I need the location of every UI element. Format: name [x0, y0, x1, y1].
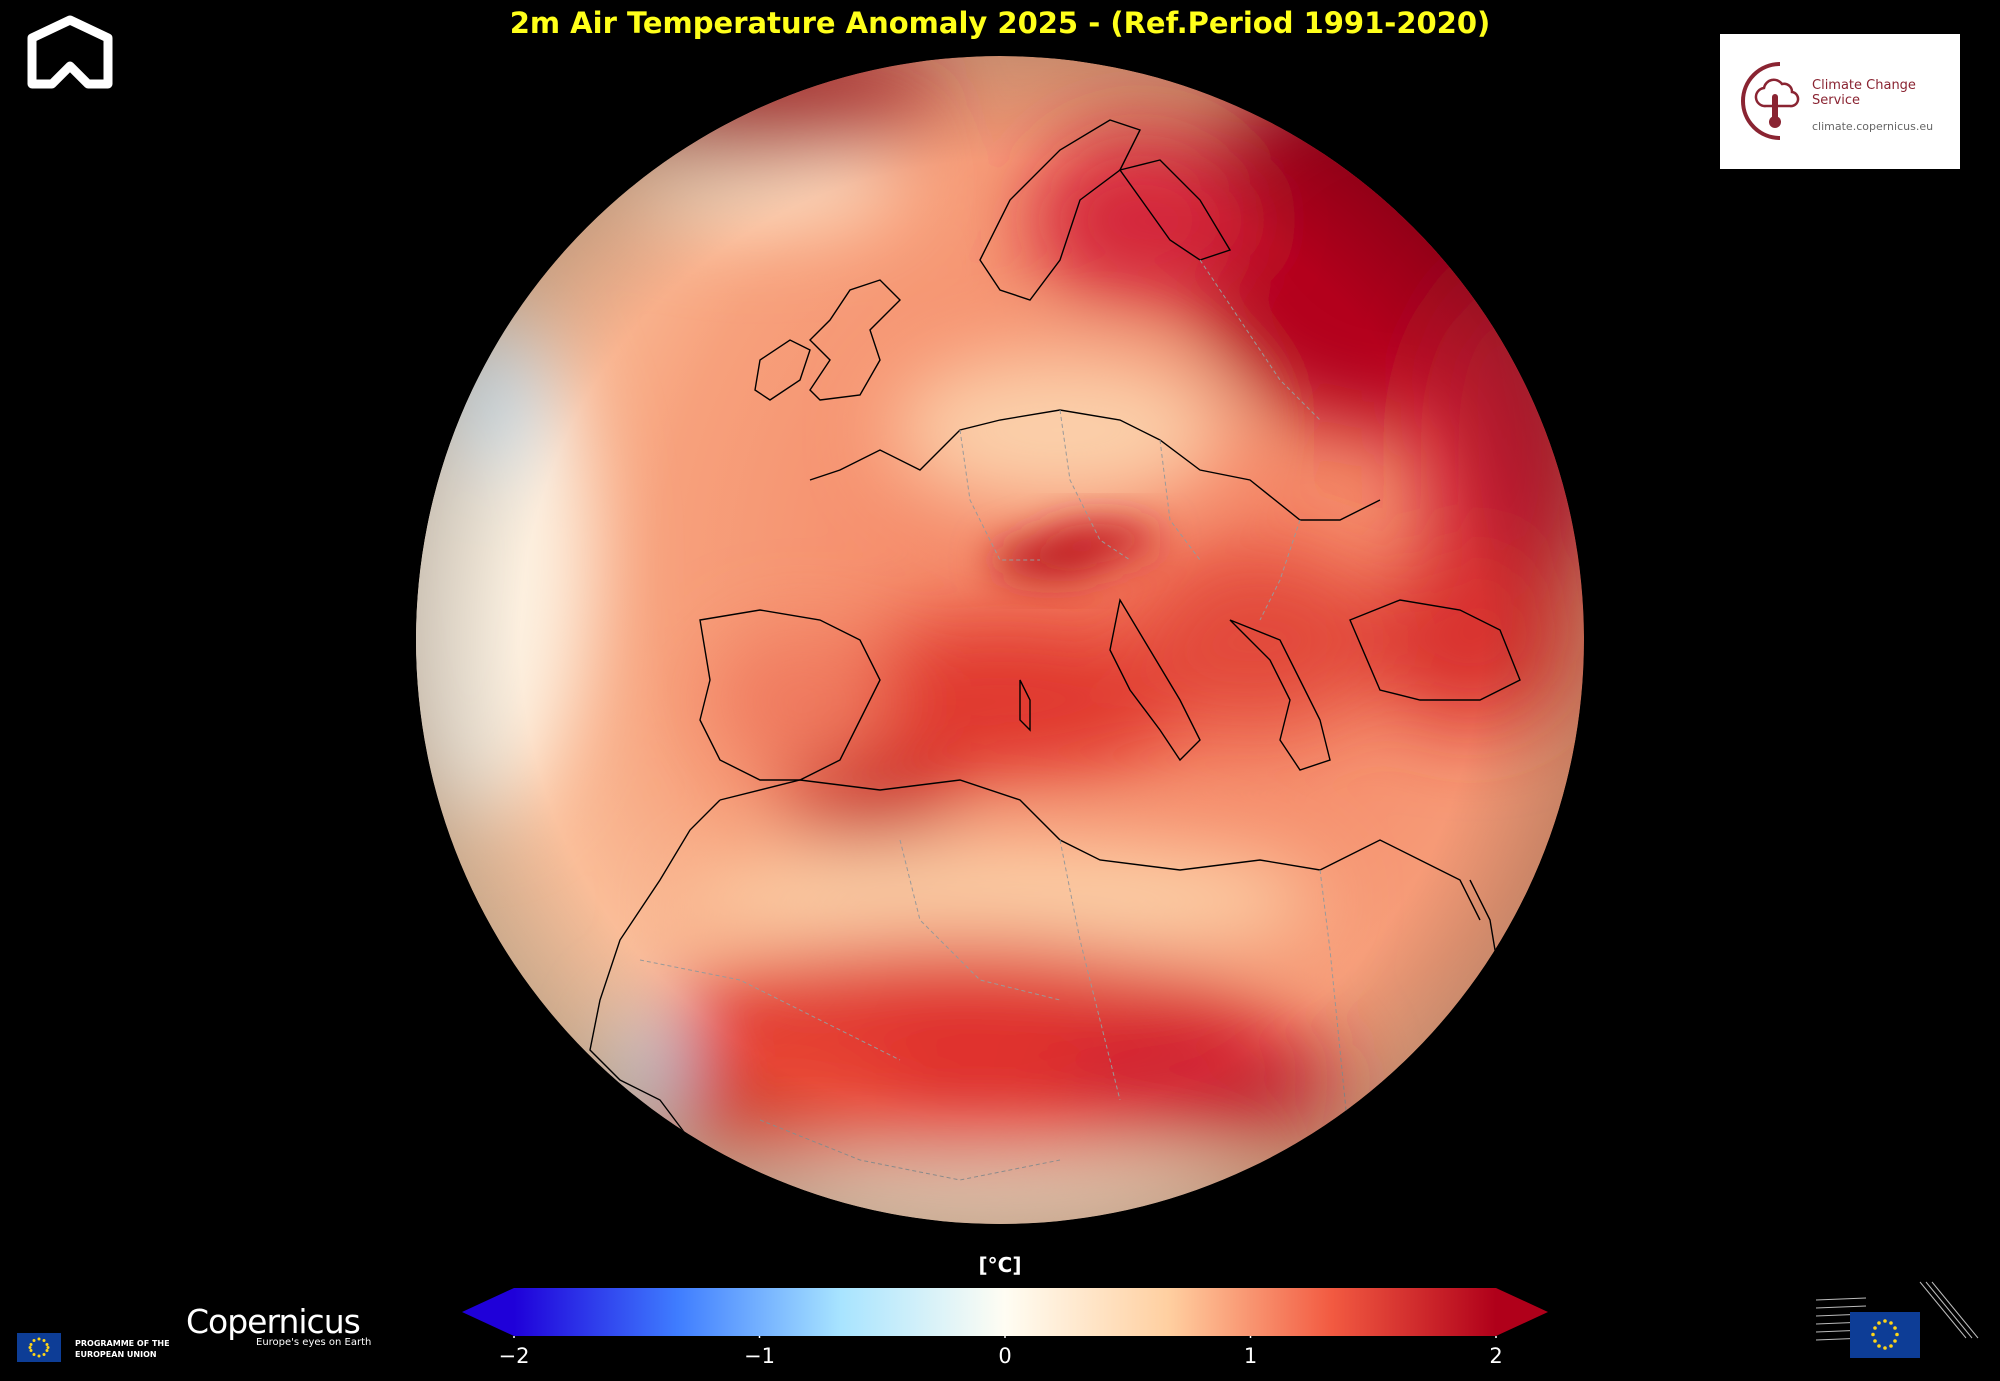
colorbar-tick-label: 0	[998, 1344, 1012, 1368]
colorbar-high-extend	[1496, 1288, 1548, 1336]
thermometer-cloud-icon	[1741, 62, 1800, 140]
colorbar-ticks	[513, 1336, 1497, 1338]
colorbar-gradient	[514, 1288, 1496, 1336]
globe-map	[416, 56, 1584, 1224]
climate-url: climate.copernicus.eu	[1812, 120, 1934, 133]
colorbar	[462, 1288, 1548, 1338]
copernicus-wordmark: Copernicus	[186, 1302, 361, 1341]
climate-change-service-logo: Climate Change Service climate.copernicu…	[1720, 34, 1960, 169]
colorbar-tick-label: 1	[1243, 1344, 1258, 1368]
colorbar-tick-label: 2	[1489, 1344, 1503, 1368]
copernicus-tagline: Europe's eyes on Earth	[256, 1337, 372, 1348]
colorbar-tick-label: −1	[744, 1344, 775, 1368]
map-title: 2m Air Temperature Anomaly 2025 - (Ref.P…	[509, 6, 1491, 40]
copernicus-logo: Copernicus Europe's eyes on Earth	[186, 1302, 371, 1348]
colorbar-low-extend	[462, 1288, 514, 1336]
colorbar-tick-label: −2	[498, 1344, 530, 1368]
climate-change-service-label: Climate Change Service	[1812, 78, 1916, 108]
colorbar-unit-label: [°C]	[978, 1253, 1022, 1277]
house-outline-logo-icon	[27, 15, 113, 89]
eu-programme-label: PROGRAMME OF THE EUROPEAN UNION	[75, 1339, 170, 1359]
eu-flag-icon	[17, 1333, 61, 1362]
european-commission-building-icon	[1816, 1281, 1979, 1358]
